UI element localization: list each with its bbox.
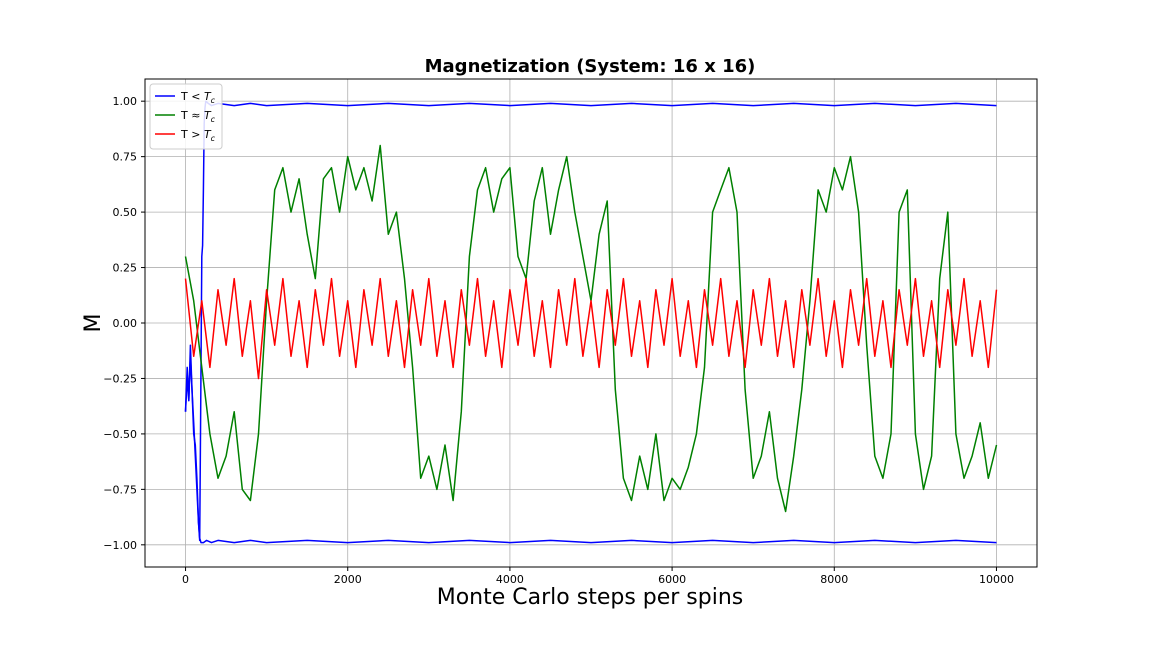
legend: T < Tc T ≈ Tc T > Tc [149,83,223,150]
x-axis-label: Monte Carlo steps per spins [437,585,744,610]
y-tick-label: −1.00 [103,539,137,552]
y-tick-label: 0.50 [113,206,138,219]
series-lines [184,100,998,544]
legend-entry: T ≈ Tc [180,109,216,124]
y-axis-ticks: −1.00 −0.75 −0.50 −0.25 0.00 0.25 0.50 0.75 1.00 [103,95,145,552]
x-tick-label: 0 [182,573,189,586]
y-axis-label: M [81,314,106,333]
y-tick-label: 0.00 [113,317,138,330]
y-tick-label: 0.25 [113,262,138,275]
series-line-1 [184,355,997,544]
x-tick-label: 8000 [820,573,848,586]
chart-title: Magnetization (System: 16 x 16) [425,56,756,77]
x-tick-label: 4000 [496,573,524,586]
y-tick-label: −0.50 [103,428,137,441]
x-axis-ticks: 0 2000 4000 6000 8000 10000 [182,567,1014,586]
x-tick-label: 10000 [979,573,1014,586]
grid [145,79,1037,567]
legend-entry: T > Tc [180,128,216,143]
y-tick-label: 1.00 [113,95,138,108]
y-tick-label: −0.75 [103,483,137,496]
legend-box [149,83,223,150]
series-line-3 [184,277,998,380]
x-tick-label: 2000 [334,573,362,586]
y-tick-label: −0.25 [103,372,137,385]
x-tick-label: 6000 [658,573,686,586]
legend-entry: T < Tc [180,90,216,105]
y-tick-label: 0.75 [113,151,138,164]
